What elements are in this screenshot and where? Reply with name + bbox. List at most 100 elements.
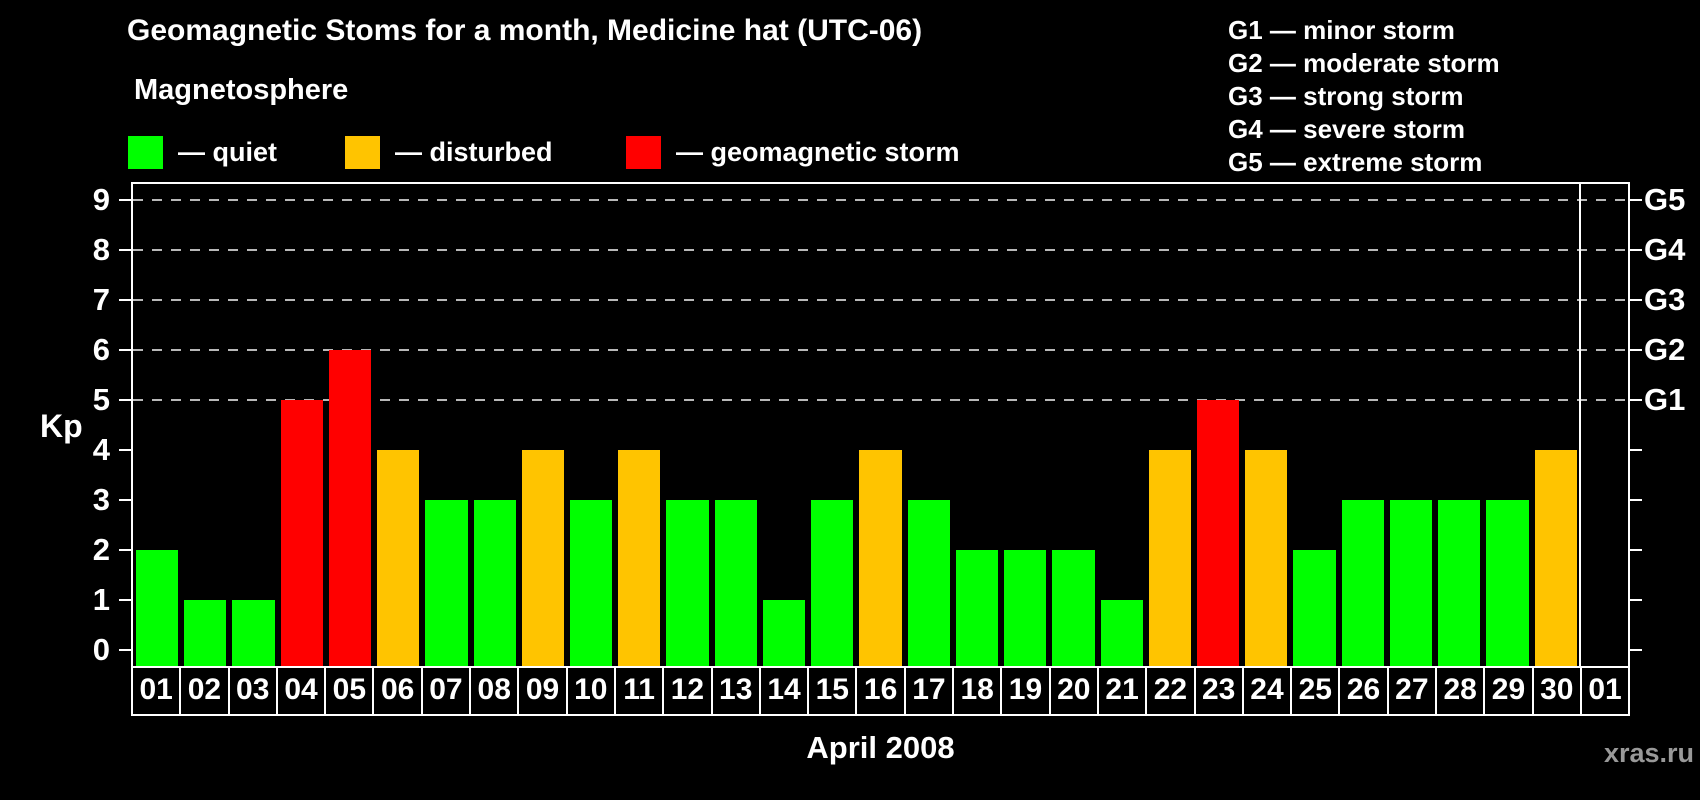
legend-swatch-disturbed-icon (345, 135, 380, 169)
gridline-kp8 (133, 249, 1628, 251)
y-axis-label-8: 8 (92, 232, 110, 267)
y-axis-tick-right-0 (1630, 649, 1642, 651)
x-cell-06: 06 (374, 666, 423, 716)
y-axis-tick-left-2 (119, 549, 131, 551)
gridline-kp9 (133, 199, 1628, 201)
g-scale-item-g2: G2 — moderate storm (1228, 48, 1500, 78)
x-cell-08: 08 (471, 666, 520, 716)
y-axis-tick-right-5 (1630, 399, 1642, 401)
bar-day-12 (666, 500, 709, 666)
bar-day-18 (955, 550, 999, 666)
legend-swatch-storm-icon (626, 135, 661, 169)
legend-swatch-quiet-icon (128, 135, 163, 169)
bar-day-26 (1341, 500, 1384, 666)
g-axis-label-g5: G5 (1644, 182, 1686, 217)
bar-day-02 (184, 600, 227, 666)
bar-day-17 (907, 500, 950, 666)
x-cell-11: 11 (615, 666, 665, 716)
x-cell-07: 07 (422, 666, 472, 716)
y-axis-tick-right-9 (1630, 199, 1642, 201)
x-cell-16: 16 (857, 666, 906, 716)
y-axis-tick-right-2 (1630, 549, 1642, 551)
g-axis-label-g4: G4 (1644, 232, 1686, 267)
y-axis-label-1: 1 (92, 582, 110, 617)
y-axis-tick-left-7 (119, 299, 131, 301)
x-cell-02: 02 (181, 666, 230, 716)
x-cell-14: 14 (760, 666, 810, 716)
bar-day-27 (1389, 500, 1433, 666)
bar-day-14 (762, 600, 806, 666)
x-cell-19: 19 (1002, 666, 1051, 716)
y-axis-tick-left-5 (119, 399, 131, 401)
bar-day-25 (1293, 550, 1336, 666)
bar-day-28 (1438, 500, 1481, 666)
legend-item-quiet: — quiet (128, 135, 277, 169)
g-axis-label-g2: G2 (1644, 332, 1686, 367)
legend-label-quiet: — quiet (178, 136, 277, 167)
bar-day-29 (1486, 500, 1529, 666)
y-axis-label-3: 3 (92, 482, 110, 517)
bar-day-03 (232, 600, 275, 666)
g-scale-legend: G1 — minor storm G2 — moderate storm G3 — … (1228, 14, 1500, 179)
bar-day-11 (618, 450, 661, 666)
x-cell-27: 27 (1388, 666, 1438, 716)
y-axis-tick-left-3 (119, 499, 131, 501)
y-axis-tick-left-6 (119, 349, 131, 351)
y-axis-tick-left-1 (119, 599, 131, 601)
y-axis-label-4: 4 (92, 432, 110, 467)
bar-day-20 (1052, 550, 1095, 666)
chart-title: Geomagnetic Stoms for a month, Medicine … (127, 14, 923, 47)
bar-day-09 (521, 450, 565, 666)
y-axis-tick-right-8 (1630, 249, 1642, 251)
x-cell-23: 23 (1195, 666, 1244, 716)
x-cell-03: 03 (229, 666, 278, 716)
plot-area (131, 182, 1630, 668)
x-cell-20: 20 (1050, 666, 1099, 716)
x-cell-09: 09 (519, 666, 568, 716)
x-cell-28: 28 (1437, 666, 1486, 716)
y-axis-label-2: 2 (92, 532, 110, 567)
x-cell-25: 25 (1292, 666, 1341, 716)
y-axis-tick-right-3 (1630, 499, 1642, 501)
watermark: xras.ru (1603, 738, 1694, 768)
y-axis-title-kp: Kp (40, 408, 83, 444)
y-axis-tick-left-9 (119, 199, 131, 201)
g-scale-item-g5: G5 — extreme storm (1228, 147, 1483, 177)
bar-day-15 (811, 500, 854, 666)
bar-day-13 (714, 500, 757, 666)
bar-day-19 (1004, 550, 1047, 666)
bar-day-23 (1196, 400, 1240, 666)
g-scale-item-g3: G3 — strong storm (1228, 81, 1464, 111)
gridline-kp5 (133, 399, 1628, 401)
x-cell-22: 22 (1147, 666, 1196, 716)
bar-day-08 (473, 500, 516, 666)
legend-label-disturbed: — disturbed (395, 136, 553, 167)
legend-item-storm: — geomagnetic storm (626, 135, 960, 169)
legend-label-storm: — geomagnetic storm (676, 136, 960, 167)
bar-day-06 (377, 450, 420, 666)
x-cell-01: 01 (133, 666, 182, 716)
bar-day-10 (570, 500, 613, 666)
x-cell-26: 26 (1340, 666, 1389, 716)
g-axis-label-g1: G1 (1644, 382, 1686, 417)
y-axis-label-0: 0 (92, 632, 110, 667)
x-cell-05: 05 (326, 666, 375, 716)
x-axis-day-row: 01 02 03 04 05 06 07 08 09 10 11 12 13 14 15 16 17 18 19 20… (131, 666, 1631, 716)
bar-day-21 (1100, 600, 1143, 666)
x-cell-18: 18 (954, 666, 1003, 716)
x-cell-29: 29 (1485, 666, 1534, 716)
x-cell-12: 12 (664, 666, 713, 716)
x-axis-title: April 2008 (806, 730, 955, 765)
x-cell-24: 24 (1243, 666, 1293, 716)
x-cell-21: 21 (1098, 666, 1148, 716)
y-axis-tick-left-0 (119, 649, 131, 651)
y-axis-label-7: 7 (92, 282, 110, 317)
gridline-kp6 (133, 349, 1628, 351)
bar-day-16 (859, 450, 902, 666)
y-axis-label-5: 5 (92, 382, 110, 417)
g-scale-item-g4: G4 — severe storm (1228, 114, 1466, 144)
y-axis-tick-left-4 (119, 449, 131, 451)
x-cell-10: 10 (567, 666, 616, 716)
y-axis-tick-right-1 (1630, 599, 1642, 601)
x-cell-04: 04 (277, 666, 327, 716)
